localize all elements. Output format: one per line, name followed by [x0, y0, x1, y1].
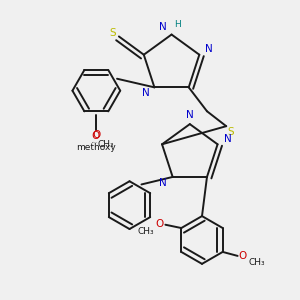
Text: CH₃: CH₃ [98, 140, 114, 149]
Text: CH₃: CH₃ [249, 258, 265, 267]
Text: S: S [227, 127, 233, 137]
Text: methoxy: methoxy [76, 142, 116, 152]
Text: N: N [159, 22, 167, 32]
Text: CH₃: CH₃ [138, 227, 154, 236]
Text: O: O [238, 251, 247, 261]
Text: O: O [155, 219, 164, 229]
Text: O: O [92, 131, 100, 141]
Text: N: N [160, 178, 167, 188]
Text: N: N [142, 88, 150, 98]
Text: O: O [92, 130, 100, 140]
Text: S: S [110, 28, 116, 38]
Text: N: N [186, 110, 194, 120]
Text: H: H [174, 20, 181, 29]
Text: N: N [206, 44, 213, 54]
Text: N: N [224, 134, 231, 144]
Text: methoxy: methoxy [92, 142, 98, 143]
